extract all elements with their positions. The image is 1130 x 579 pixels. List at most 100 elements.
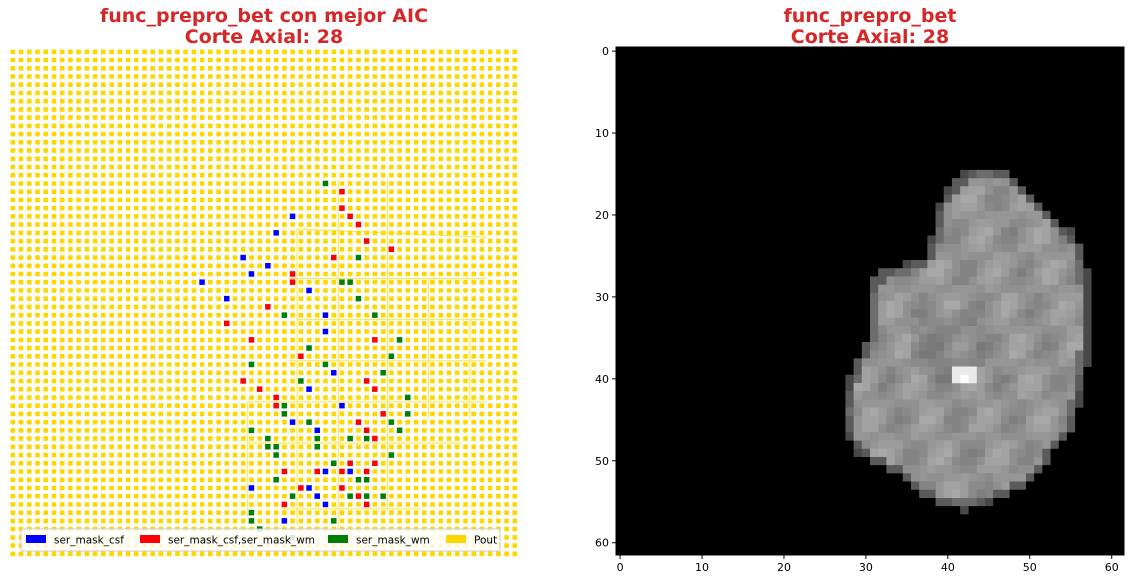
pout-cells: [10, 49, 518, 557]
ser-mask-csf-ser-mask-wm-cell: [256, 386, 263, 392]
ser-mask-wm-cell: [289, 493, 296, 499]
y-tick-label: 30: [595, 291, 609, 304]
ser-mask-wm-cell: [363, 477, 370, 483]
ser-mask-csf-cell: [322, 328, 329, 335]
ser-mask-csf-cell: [339, 402, 345, 409]
ser-mask-wm-cell: [273, 477, 279, 483]
ser-mask-csf-ser-mask-wm-cell: [298, 485, 304, 491]
ser-mask-wm-cell: [273, 452, 279, 458]
ser-mask-csf-ser-mask-wm-cell: [314, 468, 320, 475]
ser-mask-csf-ser-mask-wm-cell: [372, 337, 378, 343]
ser-mask-csf-ser-mask-wm-cell: [372, 435, 378, 442]
y-tick-label: 20: [595, 209, 609, 222]
left-title-line2: Corte Axial: 28: [184, 26, 344, 48]
ser-mask-csf-cell: [289, 419, 296, 425]
ser-mask-wm-cell: [248, 427, 255, 434]
x-tick-label: 50: [1023, 561, 1037, 574]
y-tick-label: 60: [595, 537, 609, 550]
ser-mask-csf-ser-mask-wm-cell: [355, 419, 362, 425]
ser-mask-csf-ser-mask-wm-cell: [363, 501, 370, 508]
x-tick-label: 10: [695, 561, 709, 574]
ser-mask-wm-cell: [380, 370, 386, 376]
ser-mask-csf-cell: [314, 427, 320, 434]
ser-mask-csf-ser-mask-wm-cell: [273, 402, 279, 409]
x-tick-label: 40: [941, 561, 955, 574]
ser-mask-csf-ser-mask-wm-cell: [298, 353, 304, 359]
ser-mask-wm-cell: [347, 279, 353, 285]
ser-mask-wm-cell: [347, 493, 353, 499]
ser-mask-csf-cell: [224, 295, 230, 302]
ser-mask-csf-ser-mask-wm-cell: [347, 213, 353, 220]
brain-slice-image: [845, 169, 1092, 515]
legend-item: Pout: [446, 535, 497, 547]
ser-mask-csf-ser-mask-wm-cell: [363, 238, 370, 244]
ser-mask-csf-cell: [306, 386, 312, 392]
ser-mask-csf-cell: [199, 279, 205, 285]
ser-mask-csf-ser-mask-wm-cell: [281, 468, 288, 475]
brain-voxels: [919, 333, 986, 384]
region-outlines: [247, 179, 487, 542]
ser-mask-wm-cell: [322, 361, 329, 368]
y-tick-label: 0: [602, 45, 609, 58]
ser-mask-csf-ser-mask-wm-cell: [339, 485, 345, 491]
legend-label: ser_mask_csf: [54, 535, 124, 547]
ser-mask-wm-cell: [306, 419, 312, 425]
legend-swatch: [328, 535, 348, 543]
ser-mask-wm-cell: [388, 452, 395, 458]
x-tick-label: 30: [859, 561, 873, 574]
ser-mask-wm-cell: [380, 493, 386, 499]
ser-mask-csf-ser-mask-wm-cell: [289, 271, 296, 277]
ser-mask-csf-cell: [322, 501, 329, 508]
ser-mask-csf-ser-mask-wm-cell: [372, 386, 378, 392]
ser-mask-wm-cell: [331, 518, 337, 524]
ser-mask-csf-cell: [322, 468, 329, 475]
ser-mask-wm-cell: [388, 419, 395, 425]
y-tick-label: 40: [595, 373, 609, 386]
ser-mask-csf-ser-mask-wm-cell: [224, 320, 230, 327]
x-tick-label: 60: [1105, 561, 1119, 574]
ser-mask-wm-cell: [248, 518, 255, 524]
ser-mask-csf-ser-mask-wm-cell: [355, 493, 362, 499]
ser-mask-wm-cell: [281, 411, 288, 417]
legend-item: ser_mask_wm: [328, 535, 430, 547]
ser-mask-csf-cell: [314, 493, 320, 499]
legend-label: ser_mask_csf,ser_mask_wm: [168, 535, 315, 547]
ser-mask-wm-cell: [355, 295, 362, 302]
ser-mask-wm-cell: [314, 435, 320, 442]
legend-swatch: [446, 535, 466, 543]
ser-mask-wm-cell: [372, 312, 378, 318]
ser-mask-wm-cell: [265, 444, 271, 450]
ser-mask-csf-ser-mask-wm-cell: [363, 378, 370, 384]
ser-mask-csf-ser-mask-wm-cell: [355, 221, 362, 228]
legend: ser_mask_csf ser_mask_csf,ser_mask_wm ser_…: [20, 528, 501, 552]
ser-mask-csf-cell: [306, 287, 312, 294]
ser-mask-wm-cell: [306, 345, 312, 351]
ser-mask-wm-cell: [273, 444, 279, 450]
ser-mask-csf-cell: [347, 468, 353, 475]
ser-mask-csf-cell: [265, 263, 271, 269]
ser-mask-csf-ser-mask-wm-cell: [281, 501, 288, 508]
ser-mask-csf-cell: [289, 213, 296, 220]
ser-mask-csf-cell: [273, 230, 279, 236]
ser-mask-wm-cell: [355, 254, 362, 261]
ser-mask-csf-ser-mask-wm-cell: [388, 246, 395, 252]
ser-mask-wm-cell: [347, 435, 353, 442]
axes-frame: [615, 46, 1125, 556]
ser-mask-csf-cell: [240, 254, 246, 261]
ser-mask-csf-cell: [248, 485, 255, 491]
ser-mask-wm-cell: [405, 411, 411, 417]
ser-mask-wm-cell: [363, 435, 370, 442]
ser-mask-wm-cell: [355, 477, 362, 483]
ser-mask-wm-cell: [322, 180, 329, 187]
legend-item: ser_mask_csf: [26, 535, 124, 547]
legend-label: Pout: [474, 535, 497, 547]
x-tick-label: 20: [777, 561, 791, 574]
ser-mask-csf-ser-mask-wm-cell: [339, 188, 345, 195]
legend-item: ser_mask_csf,ser_mask_wm: [140, 535, 315, 547]
ser-mask-csf-cell: [248, 271, 255, 277]
ser-mask-csf-ser-mask-wm-cell: [240, 378, 246, 384]
legend-frame: [20, 528, 501, 552]
y-tick-label: 10: [595, 127, 609, 140]
left-chart-title: func_prepro_bet con mejor AIC Corte Axia…: [8, 6, 520, 48]
